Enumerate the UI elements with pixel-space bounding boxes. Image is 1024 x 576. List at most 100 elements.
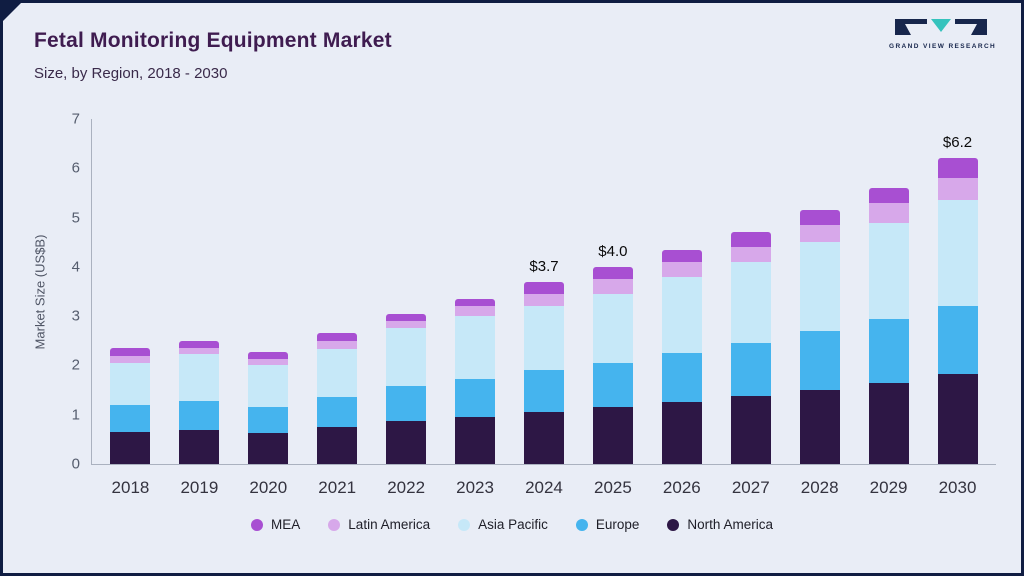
segment-latin-america <box>592 279 633 294</box>
segment-asia-pacific <box>730 261 771 344</box>
segment-north-america <box>937 374 978 464</box>
legend-label: Asia Pacific <box>478 517 548 532</box>
segment-europe <box>592 362 633 408</box>
segment-north-america <box>592 407 633 464</box>
x-axis-label: 2025 <box>593 478 632 497</box>
bar-stack <box>868 188 909 464</box>
legend-item-mea: MEA <box>251 517 300 532</box>
segment-latin-america <box>730 247 771 262</box>
y-tick-label: 6 <box>71 159 80 177</box>
corner-accent <box>3 3 22 22</box>
segment-north-america <box>317 427 358 464</box>
bar-stack <box>592 266 633 464</box>
bar-2026: 2026 <box>661 119 702 497</box>
gvr-logo: GRAND VIEW RESEARCH <box>889 19 997 50</box>
legend-swatch <box>667 518 680 531</box>
legend-label: MEA <box>271 517 301 532</box>
segment-europe <box>455 379 496 418</box>
bar-2029: 2029 <box>868 119 909 497</box>
bar-2021: 2021 <box>317 119 358 497</box>
segment-europe <box>868 318 909 383</box>
segment-latin-america <box>937 178 978 201</box>
segment-mea <box>110 348 151 356</box>
segment-north-america <box>799 390 840 464</box>
segment-north-america <box>248 432 289 464</box>
bar-2023: 2023 <box>455 119 496 497</box>
segment-latin-america <box>523 293 564 307</box>
bar-stack <box>730 232 771 464</box>
segment-mea <box>799 210 840 225</box>
segment-latin-america <box>799 224 840 243</box>
legend: MEA Latin America Asia Pacific Europe North … <box>3 517 1021 532</box>
segment-europe <box>661 353 702 403</box>
segment-mea <box>730 232 771 248</box>
bar-stack <box>799 210 840 464</box>
gvr-logo-text: GRAND VIEW RESEARCH <box>889 43 997 50</box>
y-tick-label: 0 <box>71 455 80 473</box>
y-tick-label: 2 <box>71 356 80 374</box>
segment-asia-pacific <box>386 328 427 387</box>
segment-mea <box>868 188 909 203</box>
gvr-logo-icon <box>895 19 987 35</box>
segment-latin-america <box>386 321 427 329</box>
segment-mea <box>523 281 564 294</box>
segment-north-america <box>386 420 427 464</box>
legend-label: North America <box>687 517 773 532</box>
bar-2030: $6.2 2030 <box>937 119 978 497</box>
x-axis-label: 2026 <box>662 478 701 497</box>
x-axis-label: 2018 <box>111 478 150 497</box>
legend-item-europe: Europe <box>575 517 640 532</box>
segment-europe <box>937 306 978 375</box>
segment-mea <box>455 298 496 307</box>
bar-stack <box>523 281 564 464</box>
segment-north-america <box>455 417 496 464</box>
segment-europe <box>179 400 220 430</box>
bar-stack <box>661 249 702 464</box>
bar-stack <box>386 313 427 464</box>
segment-mea <box>317 333 358 341</box>
segment-mea <box>248 351 289 360</box>
page-subtitle: Size, by Region, 2018 - 2030 <box>34 65 228 82</box>
legend-item-latin-america: Latin America <box>328 517 430 532</box>
segment-europe <box>799 330 840 391</box>
segment-north-america <box>110 431 151 464</box>
x-axis-label: 2028 <box>800 478 839 497</box>
segment-asia-pacific <box>868 222 909 319</box>
segment-europe <box>730 343 771 396</box>
segment-north-america <box>661 402 702 464</box>
segment-north-america <box>868 382 909 464</box>
bars: 2018 2019 2020 2021 2022 2023 $3.7 2024 $4.0 2025… <box>92 119 996 497</box>
bar-2024: $3.7 2024 <box>523 119 564 497</box>
legend-swatch <box>251 518 264 531</box>
bar-2025: $4.0 2025 <box>592 119 633 497</box>
bar-stack <box>110 348 151 464</box>
segment-asia-pacific <box>661 276 702 354</box>
bar-2018: 2018 <box>110 119 151 497</box>
y-tick-label: 3 <box>71 307 80 325</box>
segment-asia-pacific <box>110 362 151 405</box>
segment-mea <box>386 313 427 322</box>
x-axis-label: 2022 <box>387 478 426 497</box>
bar-value-label: $6.2 <box>942 134 973 152</box>
bar-stack <box>317 333 358 464</box>
segment-asia-pacific <box>799 242 840 331</box>
x-axis-label: 2029 <box>869 478 908 497</box>
x-axis-label: 2030 <box>938 478 977 497</box>
segment-asia-pacific <box>317 348 358 397</box>
segment-europe <box>110 404 151 432</box>
segment-europe <box>523 370 564 413</box>
x-axis-label: 2021 <box>318 478 357 497</box>
plot-area: 0 1 2 3 4 5 6 7 2018 2019 2020 2021 2022 2023 $3.7 202… <box>72 111 996 497</box>
bar-stack <box>248 351 289 464</box>
segment-latin-america <box>248 359 289 366</box>
segment-asia-pacific <box>523 306 564 371</box>
legend-item-asia-pacific: Asia Pacific <box>458 517 548 532</box>
x-axis-label: 2027 <box>731 478 770 497</box>
segment-latin-america <box>110 355 151 363</box>
legend-label: Europe <box>595 517 640 532</box>
legend-swatch <box>458 518 471 531</box>
segment-north-america <box>179 429 220 464</box>
page-title: Fetal Monitoring Equipment Market <box>34 29 392 52</box>
segment-latin-america <box>179 347 220 355</box>
